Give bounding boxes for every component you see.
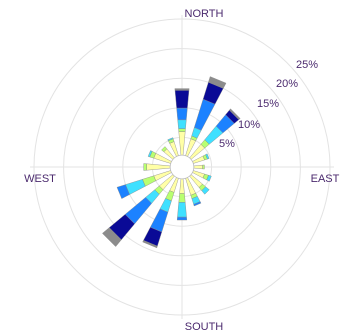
sector-0-bin-2 [177, 119, 187, 129]
sector-0-bin-0 [178, 131, 186, 156]
direction-label-south: SOUTH [185, 321, 224, 333]
ring-label-20: 20% [276, 78, 298, 90]
sector-3-bin-2 [205, 153, 210, 160]
direction-label-east: EAST [311, 173, 340, 185]
direction-label-west: WEST [24, 173, 56, 185]
sector-12-bin-0 [146, 163, 171, 171]
sector-9-bin-5 [142, 240, 158, 249]
sector-8-bin-1 [178, 193, 186, 203]
ring-label-15: 15% [257, 98, 279, 110]
ring-label-10: 10% [238, 119, 260, 131]
sector-0-bin-4 [174, 90, 190, 109]
direction-label-north: NORTH [185, 8, 224, 20]
sector-10-bin-5 [102, 227, 122, 247]
sector-6-bin-2 [201, 186, 210, 195]
sector-13-bin-2 [147, 150, 153, 158]
sector-5-bin-2 [206, 175, 212, 182]
sector-0-bin-1 [178, 128, 186, 132]
sector-8-bin-2 [177, 202, 187, 218]
sector-1-bin-5 [208, 76, 227, 89]
sector-0-bin-5 [174, 88, 190, 91]
sector-3-bin-0 [192, 155, 205, 164]
sector-1-bin-3 [194, 98, 216, 131]
sector-4-bin-0 [193, 164, 203, 170]
sector-8-bin-3 [176, 216, 188, 221]
sector-bars [102, 76, 241, 249]
sector-4-bin-1 [202, 164, 205, 170]
sector-2-bin-5 [229, 108, 241, 120]
sector-0-bin-3 [176, 107, 188, 121]
calm-hub [169, 154, 195, 180]
sector-15-bin-2 [167, 137, 174, 142]
sector-7-bin-3 [193, 201, 202, 207]
sector-5-bin-0 [192, 170, 205, 179]
sector-11-bin-3 [116, 184, 130, 199]
sector-12-bin-1 [143, 163, 147, 171]
ring-label-25: 25% [296, 59, 318, 71]
sector-8-bin-0 [179, 178, 185, 194]
sector-14-bin-1 [161, 146, 168, 153]
ring-label-5: 5% [219, 138, 235, 150]
